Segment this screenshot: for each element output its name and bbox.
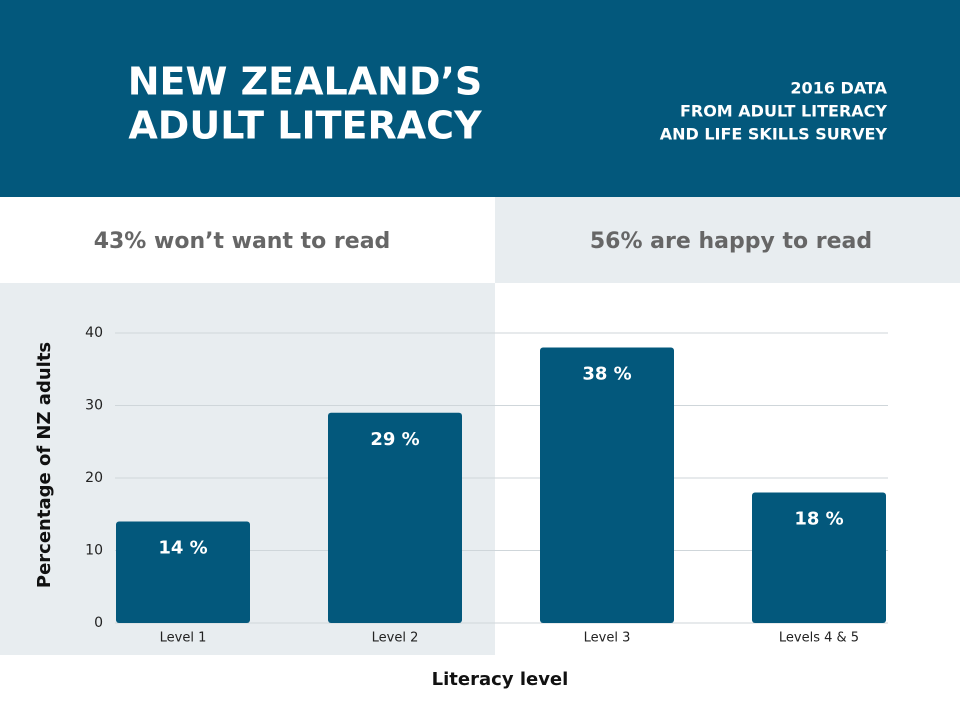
bar (328, 412, 462, 623)
bar (752, 492, 886, 623)
band-right (495, 197, 960, 283)
annotation: 43% won’t want to read (94, 229, 391, 254)
header (0, 0, 960, 197)
x-axis-label: Literacy level (432, 669, 569, 690)
value-label: 18 % (794, 509, 843, 530)
subtitle-line: AND LIFE SKILLS SURVEY (660, 125, 888, 144)
value-label: 38 % (582, 364, 631, 385)
y-tick-label: 0 (94, 615, 103, 631)
x-tick-label: Level 2 (372, 631, 419, 646)
subtitle-line: FROM ADULT LITERACY (680, 102, 887, 121)
annotation: 56% are happy to read (590, 229, 872, 254)
y-axis-label: Percentage of NZ adults (34, 342, 55, 588)
bar (540, 347, 674, 623)
title-line: NEW ZEALAND’S (128, 60, 483, 104)
y-tick-label: 30 (85, 398, 103, 414)
y-tick-label: 10 (85, 543, 103, 559)
subtitle-line: 2016 DATA (790, 79, 887, 98)
bar (116, 521, 250, 623)
value-label: 29 % (370, 429, 419, 450)
x-tick-label: Levels 4 & 5 (779, 631, 859, 646)
y-tick-label: 40 (85, 325, 103, 341)
x-tick-label: Level 1 (160, 631, 207, 646)
value-label: 14 % (158, 538, 207, 559)
y-tick-label: 20 (85, 470, 103, 486)
x-tick-label: Level 3 (584, 631, 631, 646)
title-line: ADULT LITERACY (128, 104, 482, 148)
